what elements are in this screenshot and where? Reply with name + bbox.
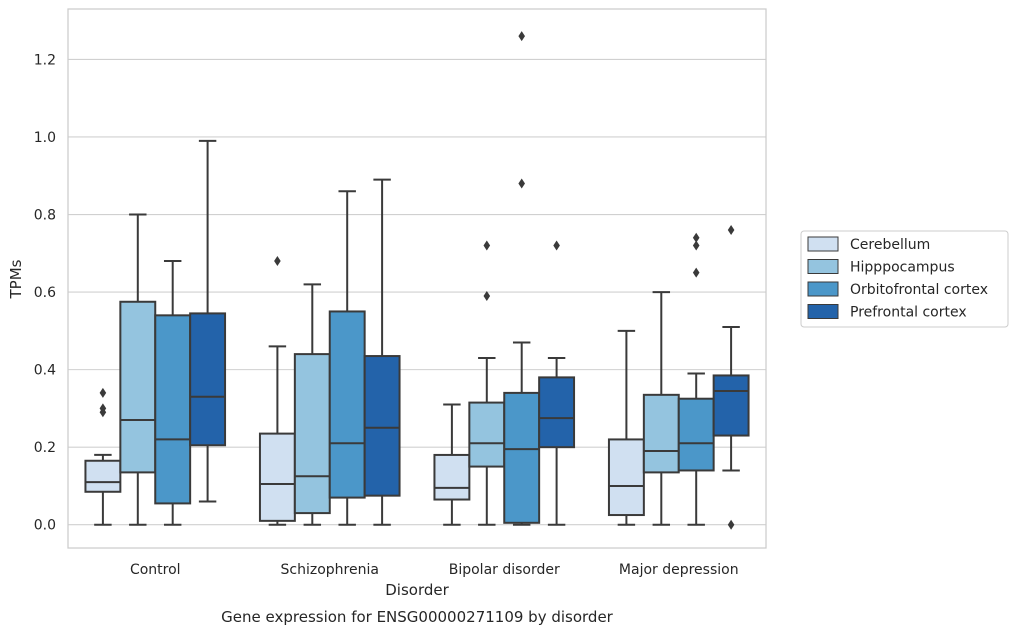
- box: [119, 300, 157, 474]
- outlier-point: [727, 519, 735, 530]
- box: [677, 397, 715, 472]
- box: [328, 310, 366, 499]
- box-series: [84, 31, 750, 530]
- outlier-point: [692, 240, 700, 251]
- box: [433, 453, 471, 501]
- y-axis-label: TPMs: [7, 259, 25, 299]
- x-tick-label: Bipolar disorder: [449, 562, 560, 578]
- outlier-point: [553, 240, 560, 251]
- y-tick-label: 0.8: [34, 208, 56, 224]
- x-tick-labels: Control Schizophrenia Bipolar disorder Majo…: [130, 562, 739, 578]
- outlier-point: [483, 240, 491, 251]
- y-tick-label: 0.2: [34, 440, 56, 456]
- legend-label: Hipppocampus: [850, 260, 955, 276]
- box: [503, 391, 541, 524]
- y-tick-label: 0.6: [34, 285, 56, 301]
- box: [468, 401, 506, 468]
- box: [538, 376, 576, 449]
- box: [84, 459, 122, 493]
- legend-swatch: [807, 259, 839, 274]
- series-hipppocampus: [119, 213, 680, 526]
- y-tick-labels: 0.0 0.2 0.4 0.6 0.8 1.0 1.2: [34, 52, 56, 533]
- outlier-point: [274, 256, 281, 267]
- outlier-point: [727, 225, 735, 236]
- x-tick-label: Major depression: [619, 562, 739, 578]
- box: [607, 438, 645, 517]
- box: [712, 374, 750, 437]
- outlier-point: [483, 290, 491, 301]
- y-tick-label: 1.0: [34, 130, 56, 146]
- outlier-point: [692, 267, 700, 278]
- legend-label: Orbitofrontal cortex: [850, 282, 988, 298]
- legend: Cerebellum Hipppocampus Orbitofrontal cort…: [800, 230, 1009, 328]
- x-tick-label: Schizophrenia: [281, 562, 379, 578]
- box: [189, 312, 227, 447]
- outlier-point: [99, 387, 107, 398]
- legend-frame: [800, 230, 1009, 328]
- y-tick-label: 0.4: [34, 363, 56, 379]
- legend-label: Cerebellum: [850, 237, 930, 253]
- box: [293, 353, 331, 515]
- x-axis-label: Disorder: [385, 581, 449, 599]
- y-tick-label: 1.2: [34, 52, 56, 68]
- legend-label: Prefrontal cortex: [850, 305, 967, 321]
- x-tick-label: Control: [130, 562, 181, 578]
- outlier-point: [692, 232, 700, 243]
- box: [363, 355, 401, 497]
- series-orbitofrontal-cortex: [154, 31, 715, 526]
- series-prefrontal-cortex: [189, 139, 750, 530]
- box: [258, 432, 296, 522]
- box: [642, 393, 680, 474]
- series-cerebellum: [84, 256, 645, 526]
- legend-swatch: [807, 281, 839, 297]
- outlier-point: [518, 31, 525, 42]
- box: [154, 314, 192, 505]
- plot-frame: [67, 8, 767, 549]
- legend-swatch: [807, 304, 839, 319]
- y-tick-label: 0.0: [34, 518, 56, 534]
- outlier-point: [99, 403, 107, 414]
- figure-caption: Gene expression for ENSG00000271109 by d…: [221, 608, 614, 626]
- outlier-point: [518, 178, 525, 189]
- legend-swatch: [807, 236, 839, 252]
